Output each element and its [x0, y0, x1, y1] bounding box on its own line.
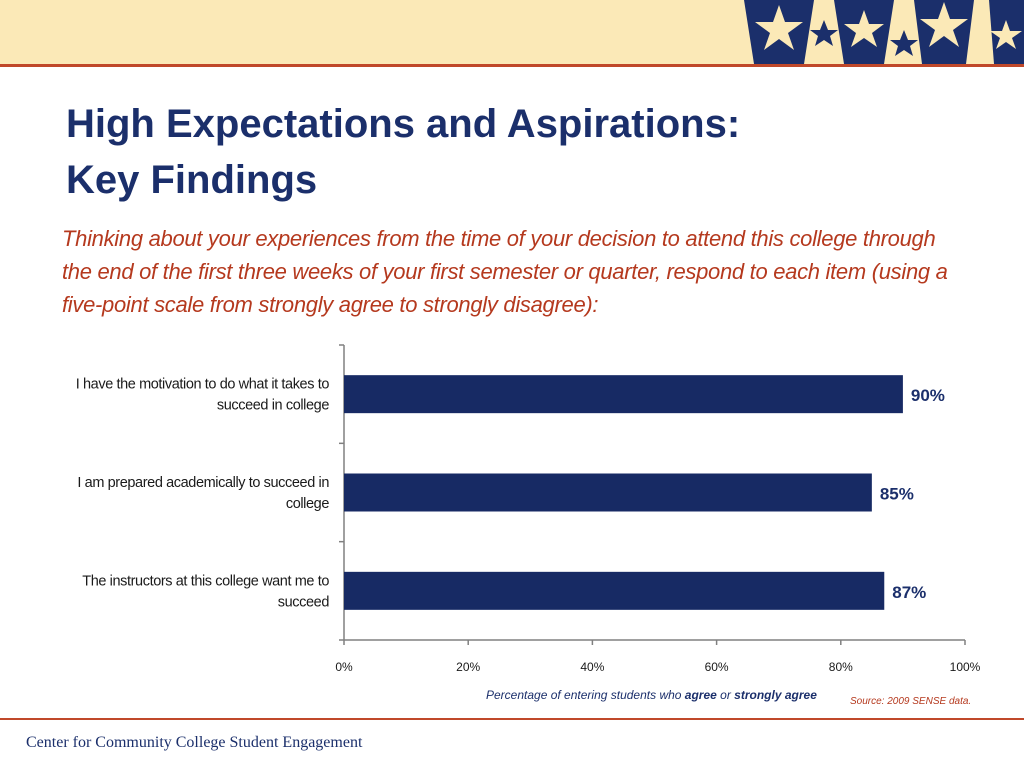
header-rule [0, 64, 1024, 67]
x-tick-label: 0% [335, 660, 353, 674]
axis-note-agree: agree [684, 688, 717, 702]
axis-note-or: or [716, 688, 735, 702]
x-tick-label: 80% [829, 660, 853, 674]
category-label: I am prepared academically to succeed in [77, 475, 329, 491]
category-label: The instructors at this college want me … [82, 573, 329, 589]
value-label: 87% [892, 583, 926, 602]
stars-decoration-icon [744, 0, 1024, 64]
value-label: 90% [911, 386, 945, 405]
value-label: 85% [880, 485, 914, 504]
category-label: succeed [278, 594, 330, 610]
axis-note-strongly-agree: strongly agree [734, 688, 817, 702]
category-label: succeed in college [217, 398, 329, 414]
source-note: Source: 2009 SENSE data. [850, 696, 972, 707]
title-line-1: High Expectations and Aspirations: [66, 102, 741, 146]
x-tick-label: 40% [580, 660, 604, 674]
axis-note: Percentage of entering students who agre… [486, 688, 817, 702]
category-label: college [286, 496, 329, 512]
bar-chart: 0% 20% 40% 60% 80% 100% 90% I have the motivati… [76, 344, 981, 674]
footer-text: Center for Community College Student Eng… [26, 734, 363, 751]
axis-note-prefix: Percentage of entering students who [486, 688, 685, 702]
bar [344, 473, 872, 512]
x-tick-label: 60% [705, 660, 729, 674]
x-tick-label: 100% [950, 660, 981, 674]
slide-title: High Expectations and Aspirations: Key F… [66, 96, 740, 208]
title-line-2: Key Findings [66, 158, 318, 202]
x-tick-label: 20% [456, 660, 480, 674]
bar [344, 375, 903, 414]
bar [344, 571, 885, 610]
survey-question: Thinking about your experiences from the… [62, 226, 948, 317]
category-label: I have the motivation to do what it take… [76, 377, 330, 393]
footer-rule [0, 718, 1024, 720]
